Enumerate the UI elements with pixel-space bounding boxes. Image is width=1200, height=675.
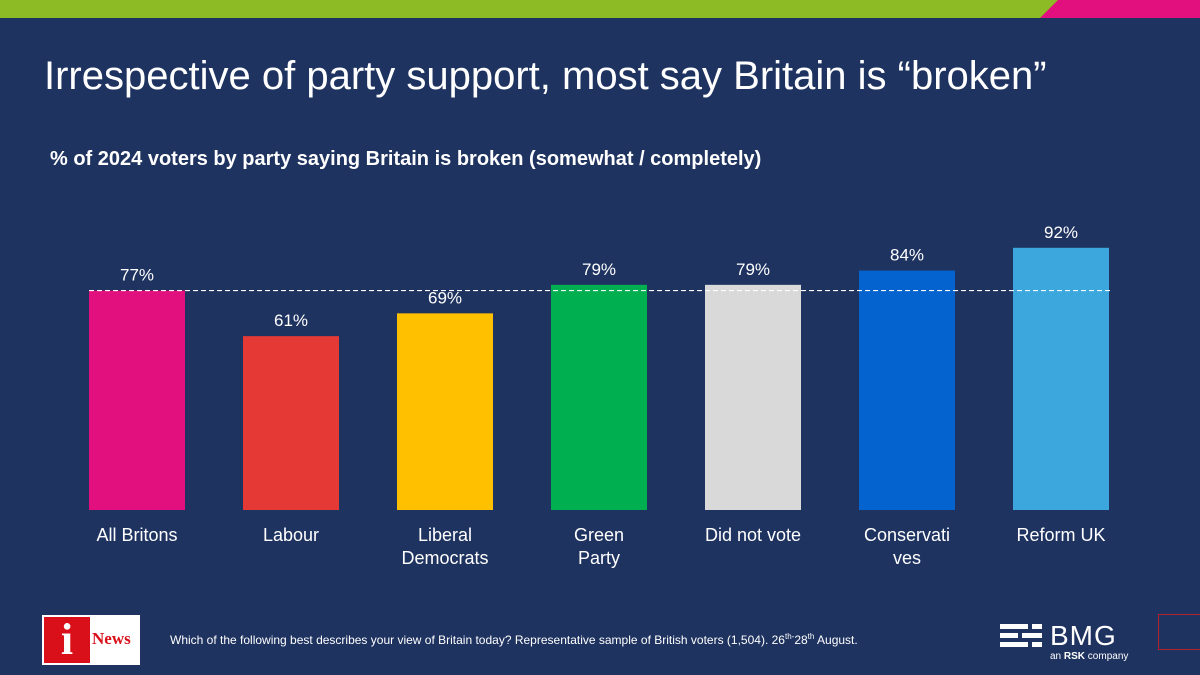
- inews-logo-letter: i: [44, 617, 90, 663]
- inews-logo: i News: [42, 615, 140, 665]
- bar-chart: 77% 61% 69% 79% 79% 84% 92% All Britons Labour Li…: [89, 223, 1110, 568]
- category-label-0: All Britons: [96, 525, 177, 545]
- bar-value-label-6: 92%: [1044, 223, 1078, 242]
- footnote-sup-1: th: [784, 632, 792, 641]
- category-label-1: Labour: [263, 525, 319, 545]
- category-label-4: Did not vote: [705, 525, 801, 545]
- bar-1: [243, 336, 339, 510]
- chart-subtitle: % of 2024 voters by party saying Britain…: [50, 148, 762, 170]
- footnote-text: Which of the following best describes yo…: [170, 633, 785, 647]
- page-title: Irrespective of party support, most say …: [44, 54, 1047, 98]
- source-footnote: Which of the following best describes yo…: [170, 632, 858, 647]
- category-label-6: Reform UK: [1016, 525, 1105, 545]
- bar-4: [705, 284, 801, 510]
- bar-2: [397, 313, 493, 510]
- bmg-logo-word: BMG: [1050, 620, 1117, 651]
- accent-green-stripe: [0, 0, 1060, 18]
- bmg-mark-icon: [1000, 624, 1044, 648]
- bar-value-label-0: 77%: [120, 266, 154, 285]
- footnote-sup-2: th: [807, 632, 815, 641]
- bar-6: [1013, 247, 1109, 511]
- bar-value-label-1: 61%: [274, 311, 308, 330]
- bmg-logo: BMG an RSK company: [1000, 620, 1130, 664]
- footnote-month: August.: [814, 633, 858, 647]
- category-label-3: Green Party: [574, 525, 624, 568]
- footnote-dash: -: [791, 632, 795, 641]
- bar-3: [551, 284, 647, 510]
- bar-5: [859, 270, 955, 510]
- bar-value-label-5: 84%: [890, 246, 924, 265]
- bar-value-label-2: 69%: [428, 288, 462, 307]
- bar-0: [89, 290, 185, 510]
- inews-logo-word: News: [92, 629, 131, 648]
- category-label-2: Liberal Democrats: [401, 525, 488, 568]
- bar-value-label-4: 79%: [736, 260, 770, 279]
- corner-frame: [1158, 614, 1200, 650]
- bar-value-label-3: 79%: [582, 260, 616, 279]
- top-accent-bar: [0, 0, 1200, 18]
- bmg-logo-tagline: an RSK company: [1050, 651, 1129, 662]
- category-label-5: Conservati ves: [864, 525, 950, 568]
- footnote-date: 28: [794, 633, 808, 647]
